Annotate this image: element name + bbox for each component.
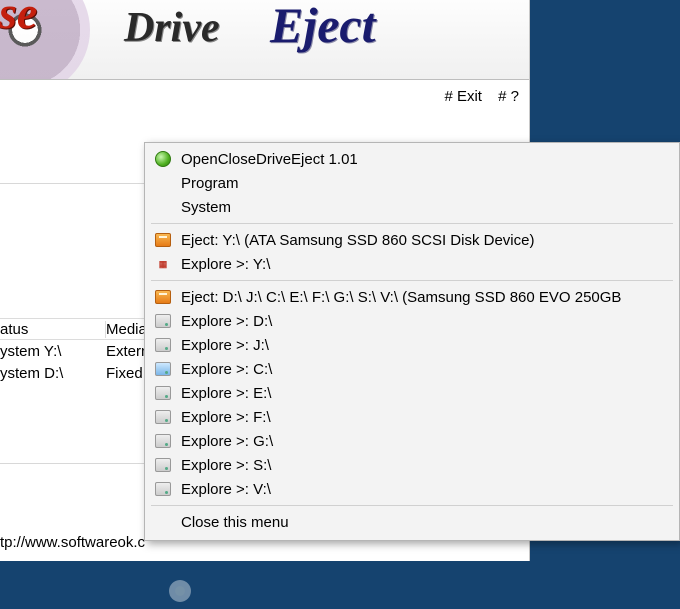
menu-item-explore-s[interactable]: Explore >: S:\ [145, 453, 679, 477]
footer-link[interactable]: tp://www.softwareok.c [0, 534, 145, 551]
drive-icon [155, 314, 171, 328]
menu-item-explore-j[interactable]: Explore >: J:\ [145, 333, 679, 357]
menu-item-explore-v[interactable]: Explore >: V:\ [145, 477, 679, 501]
menu-item-explore-f[interactable]: Explore >: F:\ [145, 405, 679, 429]
drive-icon [155, 434, 171, 448]
menu-item-eject-y[interactable]: Eject: Y:\ (ATA Samsung SSD 860 SCSI Dis… [145, 228, 679, 252]
menu-item-explore-d[interactable]: Explore >: D:\ [145, 309, 679, 333]
menu-item-system[interactable]: System [145, 195, 679, 219]
toolbar-top: # Exit # ? [432, 88, 519, 105]
menu-item-program[interactable]: Program [145, 171, 679, 195]
menu-item-explore-c[interactable]: Explore >: C:\ [145, 357, 679, 381]
col-status-header[interactable]: atus [0, 321, 106, 338]
help-link[interactable]: # ? [498, 88, 519, 105]
menu-item-explore-y[interactable]: ▦ Explore >: Y:\ [145, 252, 679, 276]
drive-icon [155, 410, 171, 424]
menu-item-explore-g[interactable]: Explore >: G:\ [145, 429, 679, 453]
menu-separator [151, 280, 673, 281]
menu-item-explore-e[interactable]: Explore >: E:\ [145, 381, 679, 405]
drive-icon [155, 458, 171, 472]
logo-banner: ose Drive Eject [0, 0, 529, 80]
logo-text-drive: Drive [124, 4, 220, 52]
cell-status: ystem D:\ [0, 365, 106, 382]
menu-item-eject-multi[interactable]: Eject: D:\ J:\ C:\ E:\ F:\ G:\ S:\ V:\ (… [145, 285, 679, 309]
menu-separator [151, 505, 673, 506]
drive-icon [155, 362, 171, 376]
logo-text-ose: ose [0, 0, 37, 39]
cell-status: ystem Y:\ [0, 343, 106, 360]
drive-icon [155, 386, 171, 400]
drive-icon [155, 338, 171, 352]
menu-item-close[interactable]: Close this menu [145, 510, 679, 534]
drive-icon [155, 482, 171, 496]
logo-text-eject: Eject [270, 0, 376, 54]
app-icon [155, 151, 171, 167]
exit-link[interactable]: # Exit [444, 88, 482, 105]
eject-icon [155, 290, 171, 304]
menu-separator [151, 223, 673, 224]
taskbar-tray-icon[interactable] [160, 573, 200, 609]
eject-icon [155, 233, 171, 247]
explore-icon: ▦ [159, 259, 168, 270]
menu-title: OpenCloseDriveEject 1.01 [145, 147, 679, 171]
tray-context-menu: OpenCloseDriveEject 1.01 Program System … [144, 142, 680, 541]
